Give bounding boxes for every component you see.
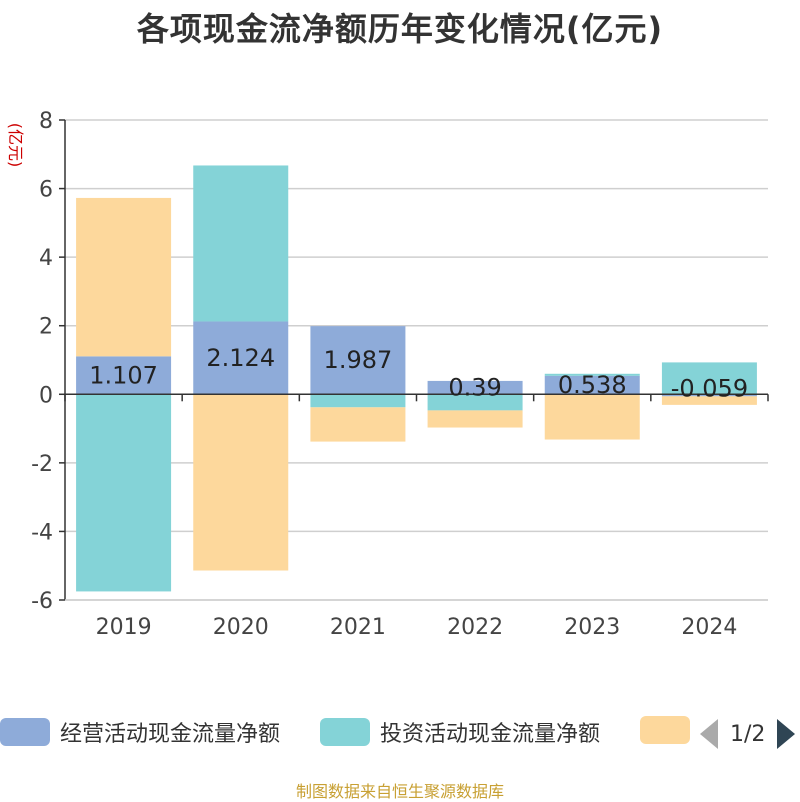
legend-label-investing: 投资活动现金流量净额 [380, 722, 601, 747]
y-tick-label: -6 [31, 589, 53, 614]
bar-series-2-2023 [544, 394, 640, 440]
data-label-2024: -0.059 [671, 374, 748, 402]
source-note: 制图数据来自恒生聚源数据库 [295, 782, 504, 801]
legend-item-investing[interactable]: 投资活动现金流量净额 [320, 716, 600, 748]
data-label-2019: 1.107 [89, 361, 158, 389]
data-label-2021: 1.987 [324, 346, 393, 374]
bar-series-1-2021 [310, 394, 406, 408]
bar-series-0-2022 [427, 380, 523, 395]
bar-series-2-2021 [310, 407, 406, 442]
data-label-2023: 0.538 [558, 371, 627, 399]
y-tick-label: 2 [39, 315, 53, 340]
bar-series-2-2019 [76, 197, 172, 357]
x-tick-label: 2023 [564, 615, 620, 640]
x-tick-label: 2021 [330, 615, 386, 640]
legend-next-page-icon[interactable] [777, 719, 796, 749]
x-tick-label: 2024 [681, 615, 737, 640]
bar-series-0-2019 [76, 356, 172, 395]
x-tick-label: 2022 [447, 615, 503, 640]
label-layer: 1.107 2.124 1.987 0.39 0.538 -0.059 [89, 344, 748, 402]
bar-layer [76, 165, 757, 592]
y-axis-unit-label: (亿元) [6, 123, 25, 168]
axis-layer: 8 6 4 2 0 -2 -4 -6 2019 2020 2021 2022 2023 2024 [31, 109, 769, 640]
y-tick-label: -2 [31, 452, 53, 477]
y-tick-label: 6 [39, 178, 53, 203]
bar-series-1-2022 [427, 394, 523, 411]
x-tick-label: 2020 [213, 615, 269, 640]
legend-swatch-investing [320, 718, 370, 746]
data-label-2022: 0.39 [448, 374, 501, 402]
x-tick-label: 2019 [96, 615, 152, 640]
bar-series-2-2024 [661, 396, 757, 405]
legend-swatch-operating [0, 718, 50, 746]
bar-series-1-2019 [76, 394, 172, 592]
y-tick-label: 8 [39, 109, 53, 134]
bar-series-2-2020 [193, 394, 289, 571]
bar-series-0-2024 [661, 394, 757, 397]
chart-area: 8 6 4 2 0 -2 -4 -6 2019 2020 2021 2022 2023 2024 1.10… [6, 109, 769, 640]
legend-page-indicator: 1/2 [730, 721, 766, 747]
y-tick-label: -4 [31, 520, 53, 545]
legend-item-operating[interactable]: 经营活动现金流量净额 [0, 716, 280, 748]
bar-series-0-2020 [193, 321, 289, 395]
y-tick-label: 0 [39, 383, 53, 408]
legend-label-operating: 经营活动现金流量净额 [60, 722, 281, 747]
legend: 经营活动现金流量净额 投资活动现金流量净额 1/2 [0, 716, 800, 752]
legend-pager: 1/2 [700, 716, 796, 752]
bar-series-1-2024 [661, 362, 757, 395]
data-label-2020: 2.124 [206, 344, 275, 372]
legend-item-financing[interactable] [640, 716, 690, 744]
y-tick-label: 4 [39, 246, 53, 271]
bar-series-1-2023 [544, 373, 640, 376]
legend-swatch-financing [640, 716, 690, 744]
bar-series-0-2023 [544, 375, 640, 395]
chart-title: 各项现金流净额历年变化情况(亿元) [136, 10, 664, 48]
legend-prev-page-icon[interactable] [700, 719, 718, 749]
bar-series-1-2020 [193, 165, 289, 322]
bar-series-2-2022 [427, 410, 523, 428]
bar-series-0-2021 [310, 326, 406, 395]
